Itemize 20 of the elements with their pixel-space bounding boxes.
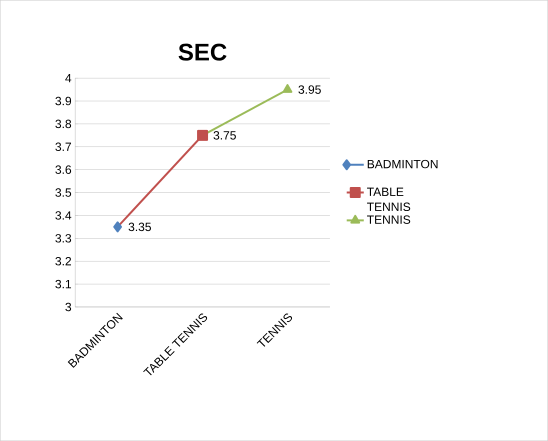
y-tick-label: 3.2 (55, 256, 72, 266)
y-tick-label: 3 (65, 302, 72, 312)
chart-title: SEC (178, 44, 227, 61)
y-tick-label: 3.1 (55, 280, 72, 288)
data-label: 3.95 (298, 85, 321, 94)
y-tick-label: 3.9 (55, 96, 72, 106)
y-tick-label: 4 (65, 74, 72, 82)
y-tick-label: 3.3 (55, 234, 72, 243)
y-tick-label: 3.7 (55, 142, 72, 151)
legend-label: BADMINTON (368, 160, 438, 168)
data-label: 3.75 (214, 131, 236, 140)
legend-label: TABLE TENNIS (367, 188, 410, 211)
y-tick-label: 3.6 (55, 165, 72, 174)
y-tick-label: 3.8 (55, 120, 72, 128)
point (113, 221, 122, 232)
data-label: 3.35 (128, 222, 151, 232)
legend-label: TENNIS (367, 215, 410, 224)
point (197, 130, 208, 141)
y-tick-label: 3.5 (55, 188, 72, 197)
y-tick-label: 3.4 (55, 211, 72, 220)
